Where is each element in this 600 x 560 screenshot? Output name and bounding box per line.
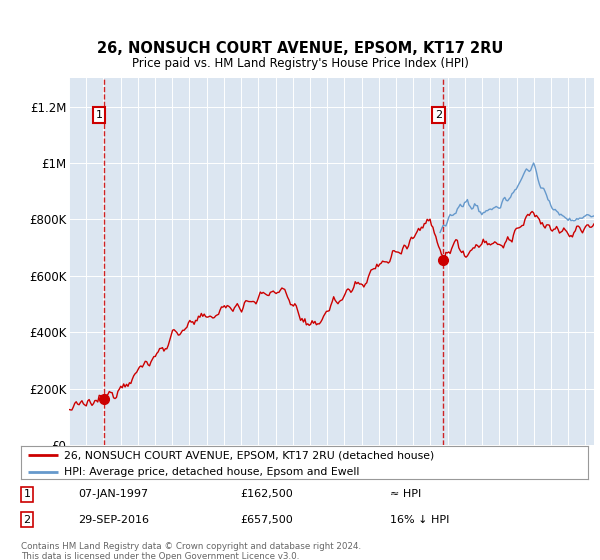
Text: 2: 2 (23, 515, 31, 525)
Text: £657,500: £657,500 (240, 515, 293, 525)
Text: 26, NONSUCH COURT AVENUE, EPSOM, KT17 2RU (detached house): 26, NONSUCH COURT AVENUE, EPSOM, KT17 2R… (64, 450, 434, 460)
Text: 1: 1 (23, 489, 31, 500)
Text: 29-SEP-2016: 29-SEP-2016 (78, 515, 149, 525)
Text: 1: 1 (95, 110, 103, 120)
Text: 26, NONSUCH COURT AVENUE, EPSOM, KT17 2RU: 26, NONSUCH COURT AVENUE, EPSOM, KT17 2R… (97, 41, 503, 56)
Text: 16% ↓ HPI: 16% ↓ HPI (390, 515, 449, 525)
Text: Contains HM Land Registry data © Crown copyright and database right 2024.
This d: Contains HM Land Registry data © Crown c… (21, 542, 361, 560)
Text: 2: 2 (434, 110, 442, 120)
Text: ≈ HPI: ≈ HPI (390, 489, 421, 500)
Text: HPI: Average price, detached house, Epsom and Ewell: HPI: Average price, detached house, Epso… (64, 466, 359, 477)
Text: £162,500: £162,500 (240, 489, 293, 500)
Text: 07-JAN-1997: 07-JAN-1997 (78, 489, 148, 500)
Text: Price paid vs. HM Land Registry's House Price Index (HPI): Price paid vs. HM Land Registry's House … (131, 57, 469, 70)
